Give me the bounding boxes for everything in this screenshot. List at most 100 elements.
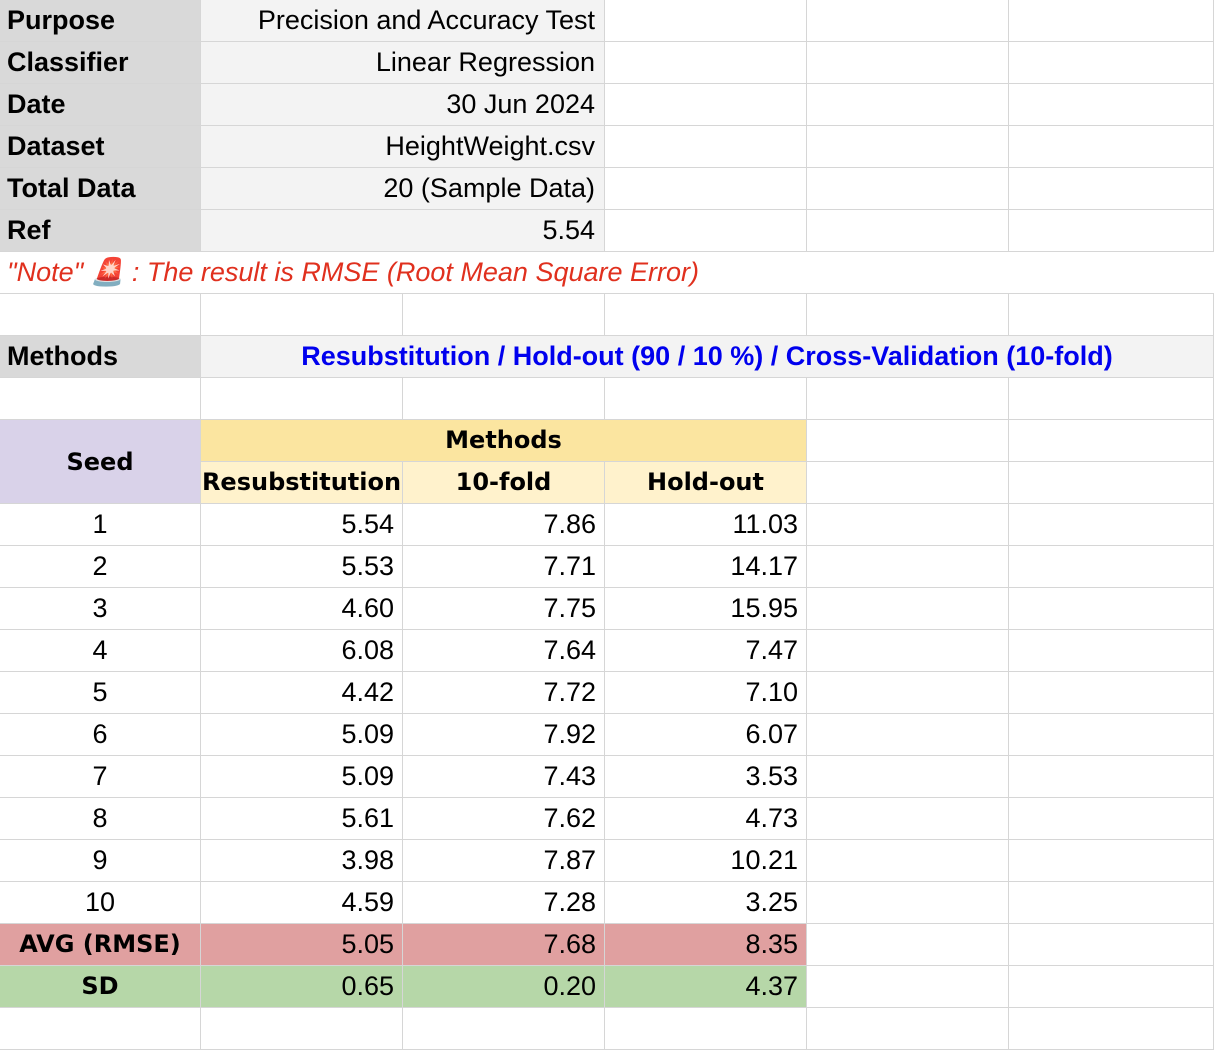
grid-cell[interactable] bbox=[1009, 546, 1214, 588]
value-cell[interactable]: 5.09 bbox=[201, 756, 403, 798]
value-cell[interactable]: 7.28 bbox=[403, 882, 605, 924]
grid-cell[interactable] bbox=[807, 84, 1009, 126]
avg-value[interactable]: 5.05 bbox=[201, 924, 403, 966]
value-cell[interactable]: 7.10 bbox=[605, 672, 807, 714]
column-header-10-fold[interactable]: 10-fold bbox=[403, 462, 605, 504]
info-label[interactable]: Ref bbox=[0, 210, 201, 252]
seed-cell[interactable]: 6 bbox=[0, 714, 201, 756]
grid-cell[interactable] bbox=[605, 84, 807, 126]
grid-cell[interactable] bbox=[807, 756, 1009, 798]
grid-cell[interactable] bbox=[403, 1008, 605, 1050]
grid-cell[interactable] bbox=[807, 882, 1009, 924]
avg-value[interactable]: 8.35 bbox=[605, 924, 807, 966]
grid-cell[interactable] bbox=[1009, 378, 1214, 420]
seed-cell[interactable]: 2 bbox=[0, 546, 201, 588]
grid-cell[interactable] bbox=[807, 840, 1009, 882]
grid-cell[interactable] bbox=[1009, 504, 1214, 546]
seed-cell[interactable]: 3 bbox=[0, 588, 201, 630]
grid-cell[interactable] bbox=[1009, 84, 1214, 126]
grid-cell[interactable] bbox=[1009, 462, 1214, 504]
sd-value[interactable]: 0.65 bbox=[201, 966, 403, 1008]
grid-cell[interactable] bbox=[1009, 588, 1214, 630]
grid-cell[interactable] bbox=[1009, 756, 1214, 798]
grid-cell[interactable] bbox=[1009, 714, 1214, 756]
grid-cell[interactable] bbox=[807, 630, 1009, 672]
grid-cell[interactable] bbox=[0, 1008, 201, 1050]
grid-cell[interactable] bbox=[605, 126, 807, 168]
grid-cell[interactable] bbox=[605, 168, 807, 210]
info-value[interactable]: 20 (Sample Data) bbox=[201, 168, 605, 210]
info-value[interactable]: Precision and Accuracy Test bbox=[201, 0, 605, 42]
grid-cell[interactable] bbox=[201, 1008, 403, 1050]
grid-cell[interactable] bbox=[1009, 882, 1214, 924]
grid-cell[interactable] bbox=[1009, 294, 1214, 336]
grid-cell[interactable] bbox=[807, 462, 1009, 504]
info-label[interactable]: Classifier bbox=[0, 42, 201, 84]
value-cell[interactable]: 7.43 bbox=[403, 756, 605, 798]
value-cell[interactable]: 6.07 bbox=[605, 714, 807, 756]
value-cell[interactable]: 15.95 bbox=[605, 588, 807, 630]
value-cell[interactable]: 4.60 bbox=[201, 588, 403, 630]
grid-cell[interactable] bbox=[1009, 840, 1214, 882]
note-text[interactable]: "Note" 🚨 : The result is RMSE (Root Mean… bbox=[0, 252, 1214, 294]
seed-cell[interactable]: 9 bbox=[0, 840, 201, 882]
methods-description[interactable]: Resubstitution / Hold-out (90 / 10 %) / … bbox=[201, 336, 1214, 378]
value-cell[interactable]: 5.61 bbox=[201, 798, 403, 840]
sd-value[interactable]: 0.20 bbox=[403, 966, 605, 1008]
sd-value[interactable]: 4.37 bbox=[605, 966, 807, 1008]
grid-cell[interactable] bbox=[807, 714, 1009, 756]
grid-cell[interactable] bbox=[807, 168, 1009, 210]
grid-cell[interactable] bbox=[807, 546, 1009, 588]
grid-cell[interactable] bbox=[605, 0, 807, 42]
grid-cell[interactable] bbox=[0, 378, 201, 420]
value-cell[interactable]: 7.87 bbox=[403, 840, 605, 882]
value-cell[interactable]: 4.42 bbox=[201, 672, 403, 714]
seed-cell[interactable]: 1 bbox=[0, 504, 201, 546]
value-cell[interactable]: 4.59 bbox=[201, 882, 403, 924]
grid-cell[interactable] bbox=[605, 378, 807, 420]
column-header-hold-out[interactable]: Hold-out bbox=[605, 462, 807, 504]
grid-cell[interactable] bbox=[605, 210, 807, 252]
grid-cell[interactable] bbox=[605, 294, 807, 336]
info-value[interactable]: Linear Regression bbox=[201, 42, 605, 84]
grid-cell[interactable] bbox=[807, 924, 1009, 966]
value-cell[interactable]: 4.73 bbox=[605, 798, 807, 840]
info-label[interactable]: Total Data bbox=[0, 168, 201, 210]
grid-cell[interactable] bbox=[807, 588, 1009, 630]
grid-cell[interactable] bbox=[1009, 168, 1214, 210]
grid-cell[interactable] bbox=[807, 378, 1009, 420]
grid-cell[interactable] bbox=[605, 42, 807, 84]
grid-cell[interactable] bbox=[1009, 966, 1214, 1008]
value-cell[interactable]: 14.17 bbox=[605, 546, 807, 588]
info-label[interactable]: Purpose bbox=[0, 0, 201, 42]
grid-cell[interactable] bbox=[1009, 1008, 1214, 1050]
value-cell[interactable]: 11.03 bbox=[605, 504, 807, 546]
value-cell[interactable]: 7.92 bbox=[403, 714, 605, 756]
value-cell[interactable]: 7.72 bbox=[403, 672, 605, 714]
grid-cell[interactable] bbox=[807, 126, 1009, 168]
grid-cell[interactable] bbox=[1009, 924, 1214, 966]
grid-cell[interactable] bbox=[1009, 0, 1214, 42]
grid-cell[interactable] bbox=[807, 672, 1009, 714]
methods-label[interactable]: Methods bbox=[0, 336, 201, 378]
seed-header[interactable]: Seed bbox=[0, 420, 201, 504]
grid-cell[interactable] bbox=[403, 294, 605, 336]
value-cell[interactable]: 3.98 bbox=[201, 840, 403, 882]
sd-label[interactable]: SD bbox=[0, 966, 201, 1008]
grid-cell[interactable] bbox=[201, 294, 403, 336]
value-cell[interactable]: 7.86 bbox=[403, 504, 605, 546]
grid-cell[interactable] bbox=[1009, 126, 1214, 168]
grid-cell[interactable] bbox=[0, 294, 201, 336]
info-label[interactable]: Dataset bbox=[0, 126, 201, 168]
grid-cell[interactable] bbox=[807, 210, 1009, 252]
value-cell[interactable]: 7.47 bbox=[605, 630, 807, 672]
value-cell[interactable]: 6.08 bbox=[201, 630, 403, 672]
grid-cell[interactable] bbox=[807, 1008, 1009, 1050]
value-cell[interactable]: 5.53 bbox=[201, 546, 403, 588]
seed-cell[interactable]: 5 bbox=[0, 672, 201, 714]
grid-cell[interactable] bbox=[807, 966, 1009, 1008]
info-value[interactable]: 30 Jun 2024 bbox=[201, 84, 605, 126]
grid-cell[interactable] bbox=[1009, 42, 1214, 84]
grid-cell[interactable] bbox=[1009, 672, 1214, 714]
info-value[interactable]: 5.54 bbox=[201, 210, 605, 252]
